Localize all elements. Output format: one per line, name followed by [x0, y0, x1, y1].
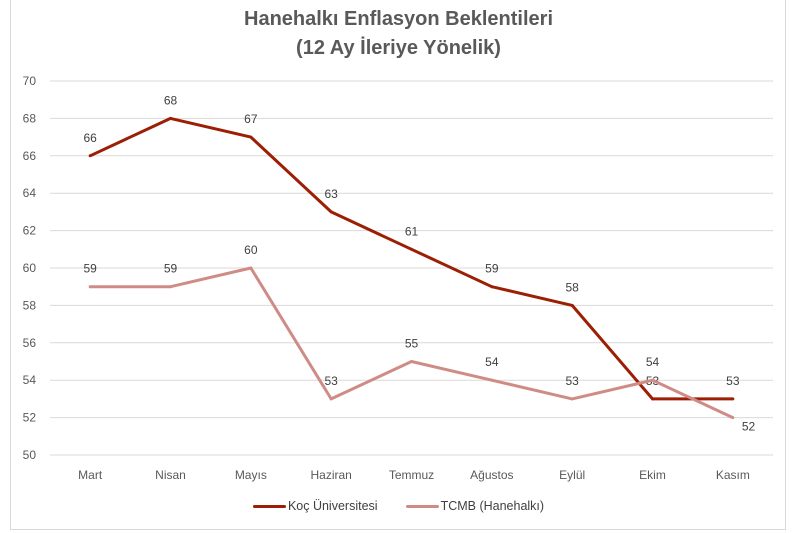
data-label: 53: [324, 374, 338, 388]
data-point: [169, 285, 172, 289]
legend-item-tcmb: TCMB (Hanehalkı): [405, 499, 545, 513]
data-point: [88, 285, 92, 289]
data-label: 54: [485, 355, 499, 369]
data-label: 61: [405, 224, 419, 238]
data-point: [490, 378, 494, 382]
data-point: [651, 378, 654, 382]
y-tick-label: 66: [23, 149, 37, 163]
legend-swatch: [405, 504, 439, 508]
x-tick-label: Mayıs: [235, 468, 267, 482]
data-point: [570, 397, 574, 401]
y-tick-label: 58: [23, 298, 37, 312]
x-tick-label: Ekim: [639, 468, 666, 482]
data-label: 53: [726, 374, 740, 388]
data-point: [731, 397, 735, 401]
x-tick-label: Temmuz: [389, 468, 434, 482]
data-label: 58: [565, 280, 579, 294]
data-label: 67: [244, 112, 258, 126]
data-label: 60: [244, 243, 258, 257]
data-point: [490, 285, 494, 289]
y-tick-label: 52: [23, 411, 37, 425]
data-label: 59: [485, 262, 499, 276]
chart-title: Hanehalkı Enflasyon Beklentileri: [244, 8, 553, 30]
x-tick-label: Kasım: [716, 468, 750, 482]
data-point: [169, 116, 172, 120]
data-point: [570, 303, 574, 307]
legend-item-koc: Koç Üniversitesi: [252, 499, 378, 513]
legend-swatch: [252, 504, 286, 508]
y-tick-label: 60: [23, 261, 37, 275]
data-label: 55: [405, 337, 419, 351]
x-tick-label: Ağustos: [470, 468, 513, 482]
data-point: [249, 266, 253, 270]
x-tick-label: Eylül: [559, 468, 585, 482]
chart-frame: [10, 0, 786, 530]
chart-subtitle: (12 Ay İleriye Yönelik): [296, 37, 501, 59]
series-line-0: [89, 116, 733, 401]
data-point: [731, 416, 735, 420]
data-label: 66: [83, 131, 97, 145]
y-tick-label: 54: [23, 373, 37, 387]
data-point: [329, 397, 333, 401]
x-tick-label: Mart: [78, 468, 103, 482]
data-point: [329, 210, 333, 214]
data-point: [410, 360, 413, 363]
data-label: 59: [164, 262, 178, 276]
y-tick-label: 62: [23, 224, 37, 238]
legend-label: TCMB (Hanehalkı): [440, 499, 545, 513]
legend-label: Koç Üniversitesi: [287, 499, 378, 513]
y-tick-label: 70: [23, 74, 37, 88]
data-point: [88, 154, 92, 158]
y-tick-label: 68: [23, 111, 37, 125]
data-point: [651, 397, 654, 401]
y-tick-label: 56: [23, 336, 37, 350]
data-label: 54: [646, 355, 660, 369]
data-label: 68: [164, 93, 178, 107]
data-label: 52: [742, 420, 756, 434]
data-label: 63: [324, 187, 338, 201]
data-point: [249, 135, 253, 139]
y-tick-label: 64: [23, 186, 37, 200]
data-label: 53: [565, 374, 579, 388]
data-point: [410, 247, 413, 251]
y-tick-label: 50: [23, 448, 37, 462]
x-tick-label: Haziran: [310, 468, 351, 482]
legend: Koç Üniversitesi TCMB (Hanehalkı): [0, 499, 797, 513]
x-tick-label: Nisan: [155, 468, 186, 482]
data-label: 59: [83, 262, 97, 276]
